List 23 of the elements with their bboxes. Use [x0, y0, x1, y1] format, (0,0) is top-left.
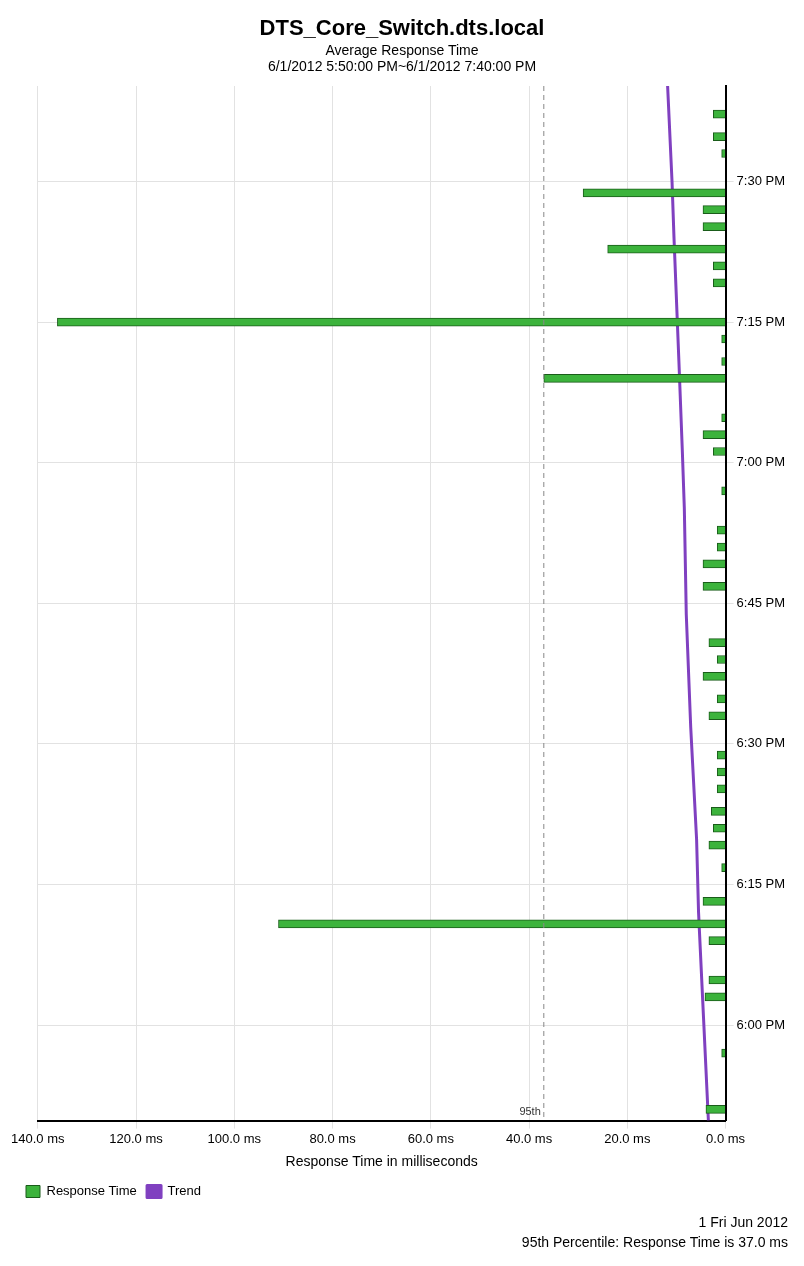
x-tick-label: 40.0 ms — [505, 1130, 553, 1146]
legend-label: Trend — [167, 1183, 202, 1199]
ref-line-label: 95th — [519, 1105, 541, 1118]
x-tick-label: 80.0 ms — [309, 1130, 357, 1146]
y-tick-label: 7:15 PM — [736, 313, 786, 329]
chart-subtitle: Average Response Time 6/1/2012 5:50:00 PM~6/1/2012 7:40:00 PM — [267, 41, 537, 75]
y-tick-label: 7:30 PM — [736, 173, 786, 189]
y-tick-label: 6:00 PM — [736, 1016, 786, 1032]
x-tick-label: 140.0 ms — [10, 1130, 65, 1146]
x-axis-title: Response Time in milliseconds — [285, 1153, 478, 1170]
x-tick-label: 100.0 ms — [207, 1130, 262, 1146]
y-tick-label: 6:30 PM — [736, 735, 786, 751]
text: 95th Percentile: Response Time is 37.0 ms — [521, 1233, 788, 1250]
legend-label: Response Time — [46, 1183, 137, 1199]
x-tick-label: 60.0 ms — [407, 1130, 455, 1146]
y-tick-label: 6:15 PM — [736, 876, 786, 892]
y-tick-label: 7:00 PM — [736, 454, 786, 470]
x-tick-label: 20.0 ms — [604, 1130, 651, 1146]
text: 1 Fri Jun 2012 — [698, 1213, 789, 1230]
x-tick-label: 120.0 ms — [109, 1130, 164, 1146]
y-tick-label: 6:45 PM — [736, 594, 786, 610]
x-tick-label: 0.0 ms — [706, 1130, 746, 1146]
chart-title: DTS_Core_Switch.dts.local — [259, 15, 545, 41]
